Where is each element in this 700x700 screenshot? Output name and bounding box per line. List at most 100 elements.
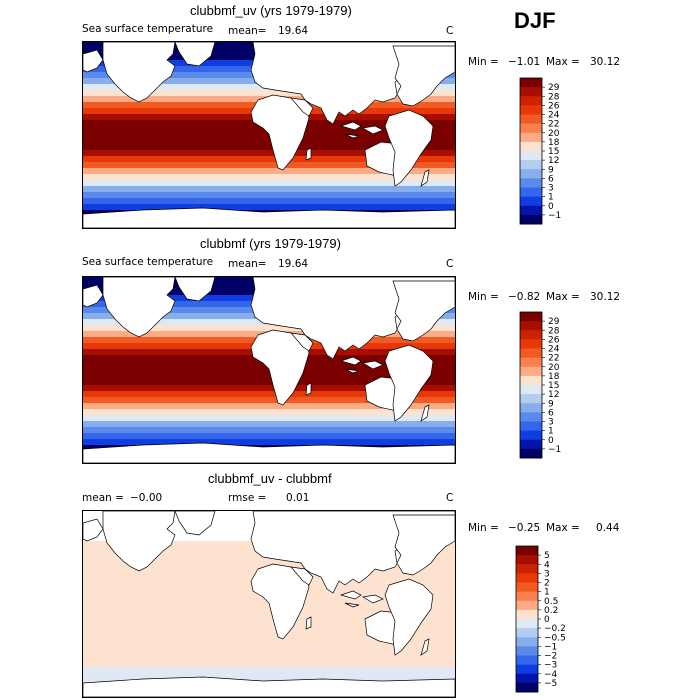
colorbar-tick-label: 20 xyxy=(548,363,560,373)
colorbar-swatch xyxy=(520,421,542,432)
panel-2-units: C xyxy=(446,258,454,270)
colorbar-tick-label: −3 xyxy=(544,661,557,671)
map-panel-3 xyxy=(82,510,456,698)
colorbar-tick-label: 18 xyxy=(548,372,560,382)
land-antarctica xyxy=(83,207,455,228)
colorbar-tick-label: 0 xyxy=(548,436,554,446)
land-newzealand xyxy=(420,169,430,187)
colorbar-tick-label: 2 xyxy=(544,579,550,589)
colorbar-tick-label: −1 xyxy=(544,642,557,652)
colorbar-tick-label: −1 xyxy=(548,211,561,221)
land-greenland xyxy=(174,277,216,302)
colorbar-tick-label: 24 xyxy=(548,345,560,355)
land-northamerica-west xyxy=(83,284,104,308)
land-southamerica xyxy=(384,344,434,422)
sst-band xyxy=(83,637,455,643)
land-southamerica xyxy=(384,109,434,187)
colorbar-swatch xyxy=(520,78,542,88)
colorbar-tick-label: 9 xyxy=(548,399,554,409)
map-panel-1 xyxy=(82,41,456,229)
sst-band xyxy=(83,403,455,409)
land-arabia xyxy=(290,566,314,586)
colorbar-tick-label: 28 xyxy=(548,326,560,336)
panel-1-mean-label: mean= xyxy=(228,25,267,37)
land-seasia-isles xyxy=(339,356,384,374)
colorbar-swatch xyxy=(520,187,542,198)
panel-1-variable: Sea surface temperature xyxy=(82,23,214,35)
colorbar-swatch xyxy=(516,637,538,647)
sst-band xyxy=(83,198,455,204)
colorbar-swatch xyxy=(520,366,542,377)
panel-2-min-label: Min = xyxy=(468,291,499,303)
sst-band xyxy=(83,373,455,379)
sst-band xyxy=(83,156,455,162)
season-label: DJF xyxy=(514,8,556,33)
colorbar-swatch xyxy=(516,682,538,693)
sst-band xyxy=(83,144,455,150)
colorbar-swatch xyxy=(520,348,542,359)
panel-3-rmse-value: 0.01 xyxy=(286,492,310,504)
sst-band xyxy=(83,421,455,427)
panel-2-min-value: −0.82 xyxy=(508,291,541,303)
colorbar-tick-label: 0.5 xyxy=(544,597,558,607)
panel-2-variable: Sea surface temperature xyxy=(82,256,214,268)
land-northamerica-west xyxy=(83,518,104,542)
colorbar-tick-label: 29 xyxy=(548,83,560,93)
panel-3-units: C xyxy=(446,492,454,504)
colorbar-swatch xyxy=(520,196,542,207)
panel-3-min-label: Min = xyxy=(468,522,499,534)
colorbar-tick-label: −0.5 xyxy=(544,633,566,643)
colorbar-tick-label: 22 xyxy=(548,120,559,130)
colorbar-tick-label: 0.2 xyxy=(544,606,558,616)
sst-band xyxy=(83,168,455,174)
colorbar-tick-label: 6 xyxy=(548,174,554,184)
colorbar-swatch xyxy=(516,664,538,675)
sst-band xyxy=(83,607,455,613)
sst-band xyxy=(83,162,455,168)
sst-band xyxy=(83,180,455,186)
land-greenland xyxy=(174,511,216,536)
sst-band xyxy=(83,631,455,637)
colorbar-swatch xyxy=(520,96,542,106)
colorbar-swatch xyxy=(520,330,542,340)
colorbar-tick-label: 1 xyxy=(544,588,550,598)
sst-band xyxy=(83,186,455,192)
land-northamerica-e xyxy=(392,280,455,342)
map-panel-2 xyxy=(82,276,456,464)
land-madagascar xyxy=(305,382,312,396)
sst-band xyxy=(83,667,455,673)
colorbar-swatch xyxy=(516,628,538,638)
land-northamerica-west xyxy=(83,49,104,73)
colorbar-swatch xyxy=(520,141,542,152)
panel-1-max-label: Max = xyxy=(546,56,580,68)
colorbar-tick-label: 6 xyxy=(548,408,554,418)
panel-2-mean-value: 19.64 xyxy=(278,258,309,270)
colorbar-tick-label: 1 xyxy=(548,427,554,437)
panel-3-mean-value: −0.00 xyxy=(130,492,163,504)
panel-1-max-value: 30.12 xyxy=(590,56,621,68)
sst-band xyxy=(83,90,455,96)
sst-band xyxy=(83,625,455,631)
colorbar-tick-label: −5 xyxy=(544,679,557,689)
land-newzealand xyxy=(420,404,430,422)
colorbar-swatch xyxy=(516,619,538,629)
colorbar-tick-label: 3 xyxy=(548,184,554,194)
land-northamerica xyxy=(102,277,176,338)
colorbar-1: 29 28 26 24 22 20 18 15 12 9 6 3 1 0 −1 xyxy=(519,77,580,228)
sst-band xyxy=(83,559,455,565)
colorbar-tick-label: 22 xyxy=(548,354,559,364)
panel-3-mean-label: mean = xyxy=(82,492,124,504)
colorbar-swatch xyxy=(520,394,542,404)
land-northamerica xyxy=(102,511,176,572)
colorbar-swatch xyxy=(520,375,542,386)
colorbar-swatch xyxy=(516,600,538,611)
colorbar-swatch xyxy=(520,430,542,441)
panel-1-units: C xyxy=(446,25,454,37)
colorbar-swatch xyxy=(520,178,542,188)
panel-1-mean-value: 19.64 xyxy=(278,25,309,37)
colorbar-tick-label: 3 xyxy=(548,418,554,428)
colorbar-swatch xyxy=(516,673,538,684)
colorbar-tick-label: 24 xyxy=(548,111,560,121)
land-southamerica xyxy=(384,578,434,656)
sst-band xyxy=(83,379,455,385)
